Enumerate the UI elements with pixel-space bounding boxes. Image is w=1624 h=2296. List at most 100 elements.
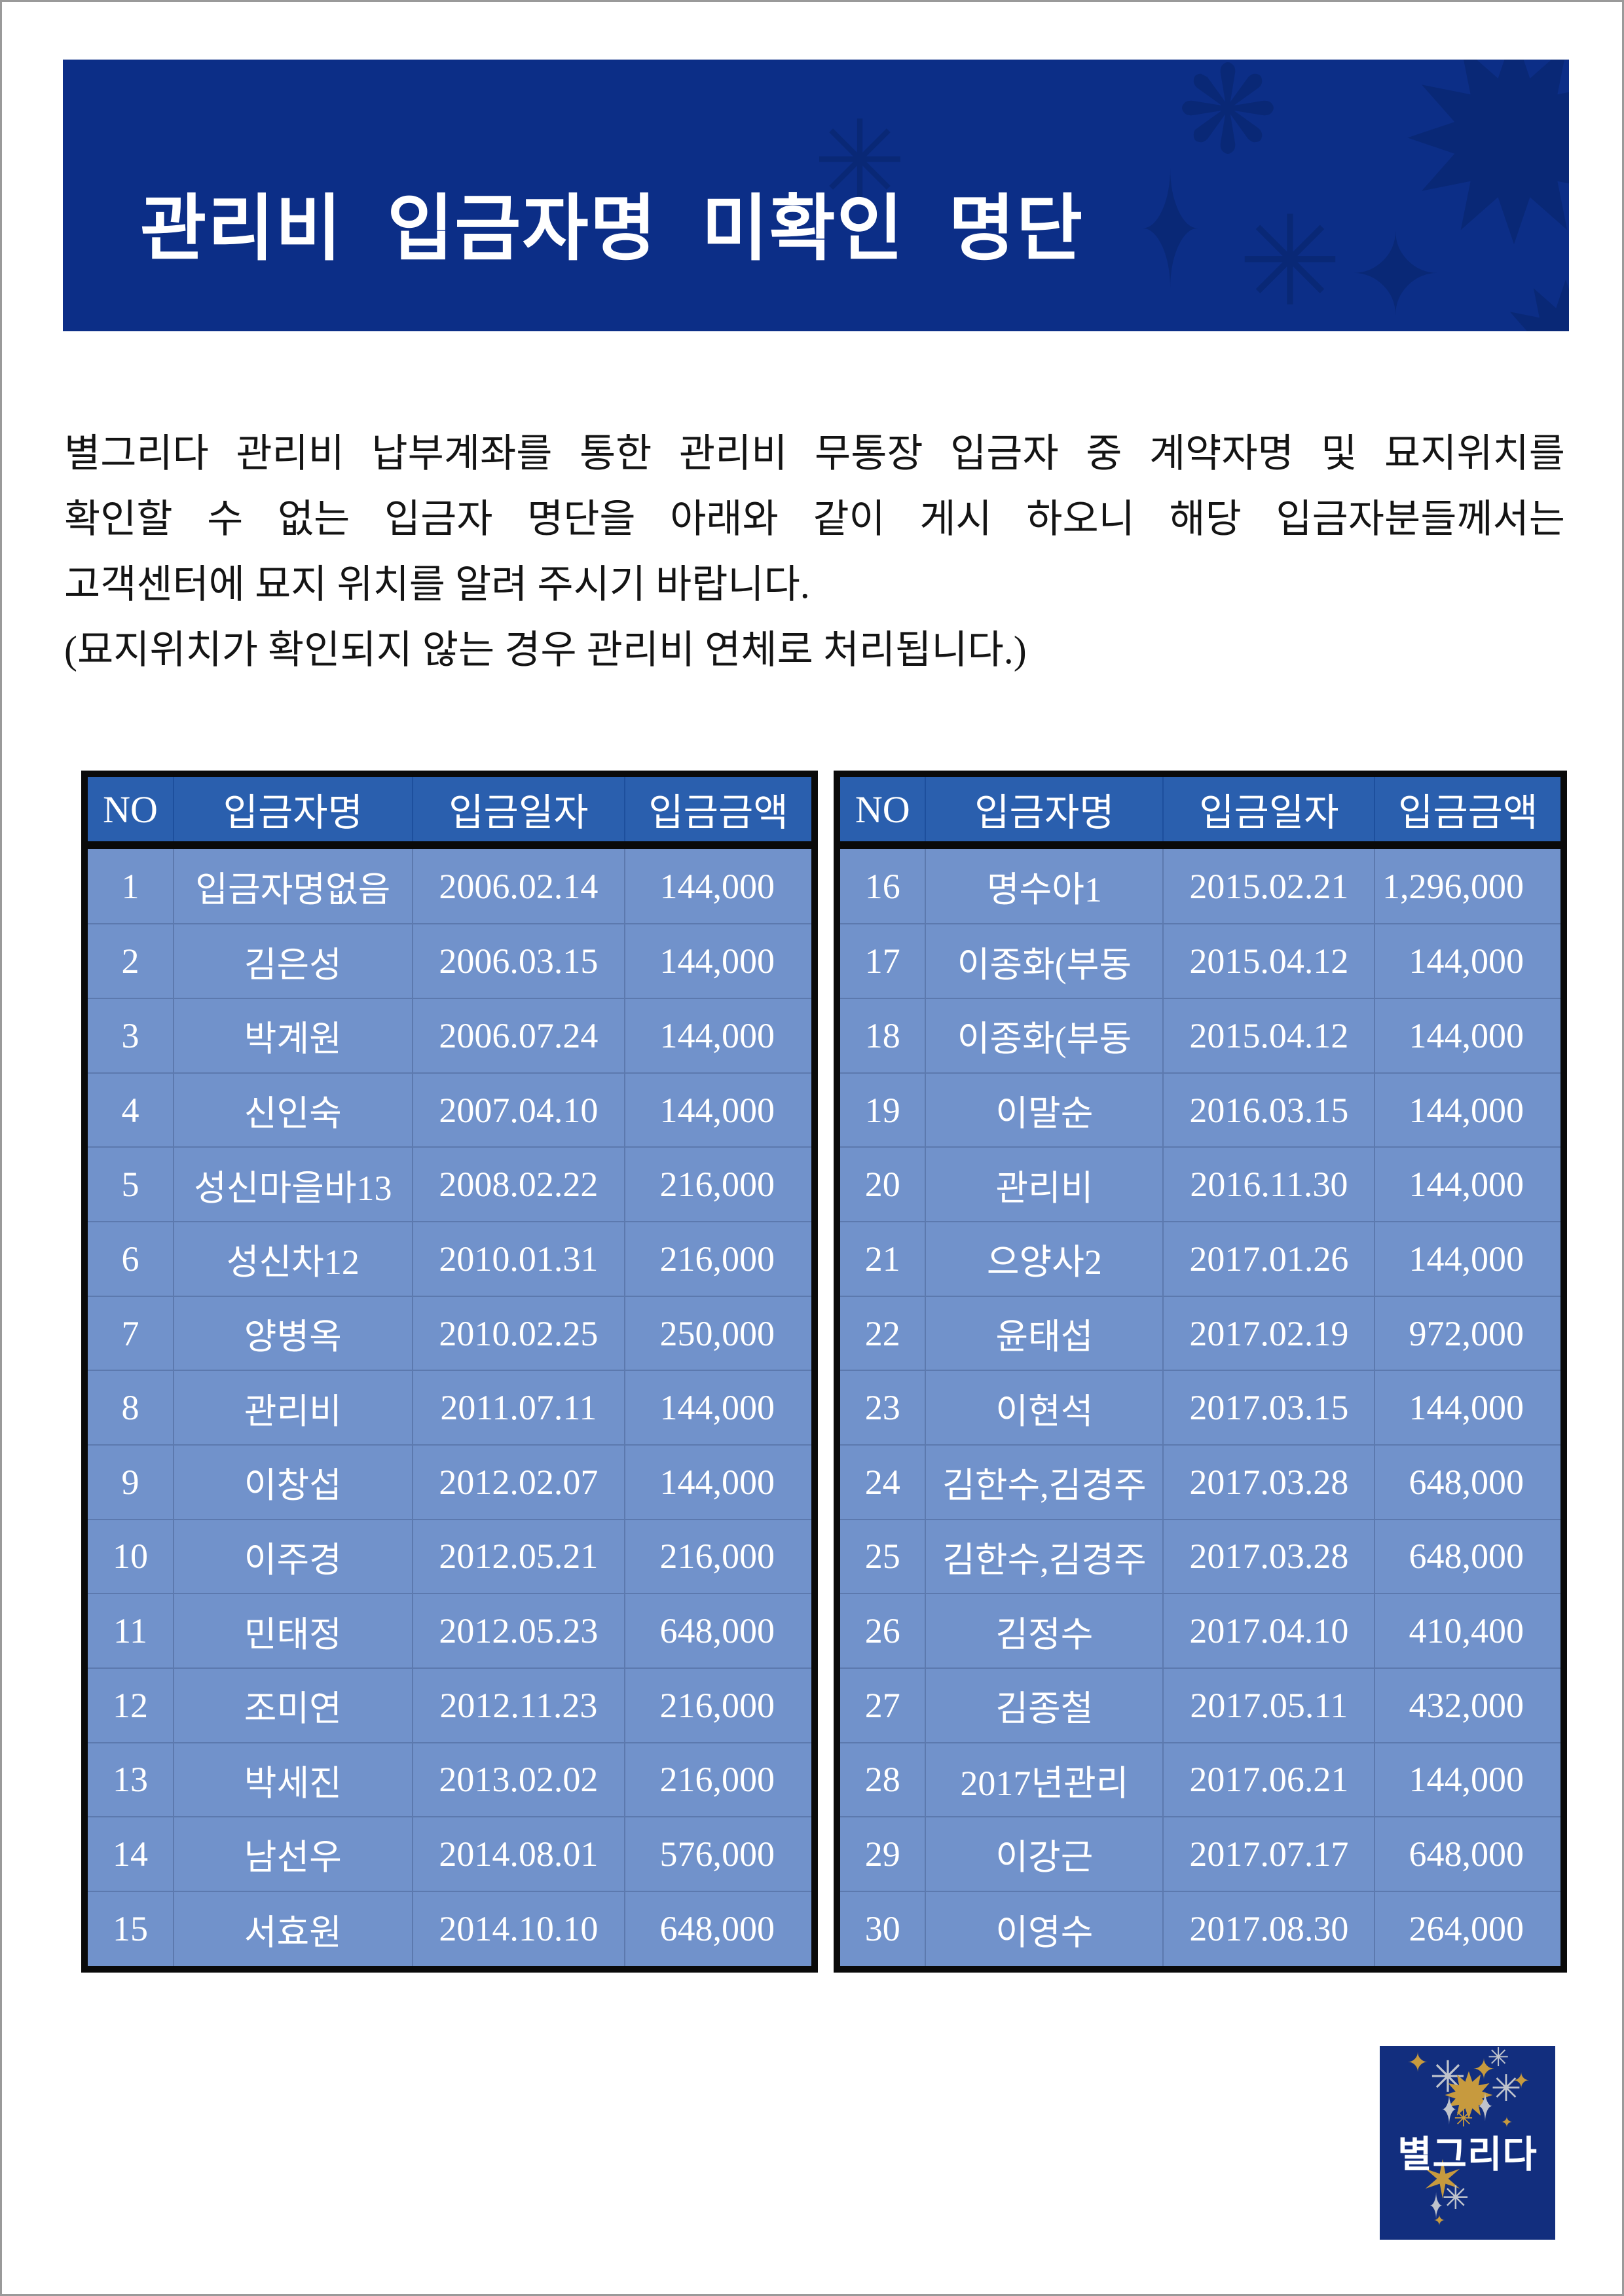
table-row: 14 남선우 2014.08.01 576,000 [83,1816,815,1892]
cell-deposit-amount: 648,000 [624,1890,815,1971]
column-header-no: NO [836,774,927,849]
cell-depositor-name: 박세진 [173,1741,413,1818]
cell-depositor-name: 으양사2 [925,1221,1164,1297]
cell-no: 15 [83,1890,175,1971]
cell-no: 21 [836,1221,927,1297]
burst-star-icon: ✹ [1442,2060,1496,2133]
asterisk-star-icon: ✳ [1490,2068,1522,2110]
asterisk-star-icon: ✳ [1430,2052,1466,2102]
table-row: 3 박계원 2006.07.24 144,000 [83,998,815,1074]
cell-deposit-date: 2006.02.14 [411,844,626,925]
cell-deposit-date: 2017.03.28 [1162,1444,1376,1520]
table-row: 17 이종화(부동 2015.04.12 144,000 [836,923,1564,1000]
table-row: 26 김정수 2017.04.10 410,400 [836,1593,1564,1669]
table-row: 2 김은성 2006.03.15 144,000 [83,923,815,1000]
cell-no: 6 [83,1221,175,1297]
cell-deposit-amount: 144,000 [1374,998,1564,1074]
four-point-star-icon: ✦ [1139,139,1201,325]
cell-deposit-date: 2014.08.01 [411,1816,626,1892]
asterisk-star-icon: ✳ [1487,2046,1509,2073]
six-petal-star-icon: ❋ [1177,60,1279,181]
cell-deposit-date: 2012.05.23 [411,1593,626,1669]
table-row: 23 이현석 2017.03.15 144,000 [836,1370,1564,1446]
four-point-star-icon: ✦ [1348,211,1443,331]
cell-deposit-amount: 216,000 [624,1221,815,1297]
deposit-table-right: NO 입금자명 입금일자 입금금액 16 명수아1 2015.02.21 1,2… [834,771,1567,1973]
cell-deposit-date: 2017.07.17 [1162,1816,1376,1892]
table-row: 10 이주경 2012.05.21 216,000 [83,1518,815,1595]
cell-depositor-name: 이영수 [925,1890,1164,1971]
cell-deposit-date: 2012.05.21 [411,1518,626,1595]
cell-depositor-name: 이주경 [173,1518,413,1595]
cell-deposit-amount: 144,000 [624,1444,815,1520]
table-body: 16 명수아1 2015.02.21 1,296,000 17 이종화(부동 2… [836,844,1564,1971]
cell-deposit-date: 2015.02.21 [1162,844,1376,925]
notice-line: 확인할 수 없는 입금자 명단을 아래와 같이 게시 하오니 해당 입금자분들께… [64,498,1565,541]
table-body: 1 입금자명없음 2006.02.14 144,000 2 김은성 2006.0… [83,844,815,1971]
cell-depositor-name: 김한수,김경주 [925,1518,1164,1595]
cell-no: 10 [83,1518,175,1595]
four-point-star-icon: ✦ [1477,2083,1493,2131]
logo: ✦ ✳ ✦ ✳ ✹ ✳ ✦ ✦ ✦ ✳ ✦ ✶ ✳ ✦ ✦ 별그리다 [1380,2046,1555,2240]
column-header-deposit-date: 입금일자 [411,774,626,849]
cell-no: 2 [83,923,175,1000]
table-row: 11 민태정 2012.05.23 648,000 [83,1593,815,1669]
cell-deposit-date: 2015.04.12 [1162,998,1376,1074]
table-header-row: NO 입금자명 입금일자 입금금액 [836,774,1564,849]
cell-deposit-date: 2017.03.28 [1162,1518,1376,1595]
cell-deposit-date: 2014.10.10 [411,1890,626,1971]
cell-depositor-name: 이종화(부동 [925,923,1164,1000]
cell-deposit-amount: 144,000 [1374,1741,1564,1818]
cell-deposit-amount: 432,000 [1374,1667,1564,1743]
cell-no: 3 [83,998,175,1074]
deposit-table-left: NO 입금자명 입금일자 입금금액 1 입금자명없음 2006.02.14 14… [81,771,818,1973]
cell-no: 8 [83,1370,175,1446]
cell-no: 22 [836,1295,927,1372]
table-row: 1 입금자명없음 2006.02.14 144,000 [83,844,815,925]
cell-depositor-name: 김정수 [925,1593,1164,1669]
cell-deposit-amount: 144,000 [1374,1146,1564,1223]
cell-no: 28 [836,1741,927,1818]
cell-depositor-name: 성신차12 [173,1221,413,1297]
cell-deposit-amount: 648,000 [624,1593,815,1669]
cell-deposit-amount: 144,000 [624,998,815,1074]
cell-deposit-date: 2017.06.21 [1162,1741,1376,1818]
table-row: 13 박세진 2013.02.02 216,000 [83,1741,815,1818]
cell-deposit-amount: 216,000 [624,1518,815,1595]
cell-deposit-date: 2016.11.30 [1162,1146,1376,1223]
cell-depositor-name: 박계원 [173,998,413,1074]
cell-deposit-amount: 144,000 [624,923,815,1000]
cell-no: 5 [83,1146,175,1223]
cell-depositor-name: 조미연 [173,1667,413,1743]
cell-no: 16 [836,844,927,925]
notice-text: 별그리다 관리비 납부계좌를 통한 관리비 무통장 입금자 중 계약자명 및 묘… [64,421,1565,683]
cell-deposit-amount: 1,296,000 [1374,844,1564,925]
cell-depositor-name: 남선우 [173,1816,413,1892]
cell-no: 24 [836,1444,927,1520]
four-point-star-icon: ✦ [1512,2068,1530,2093]
column-header-deposit-amount: 입금금액 [624,774,815,849]
cell-deposit-amount: 648,000 [1374,1816,1564,1892]
cell-no: 11 [83,1593,175,1669]
cell-deposit-amount: 264,000 [1374,1890,1564,1971]
table-row: 27 김종철 2017.05.11 432,000 [836,1667,1564,1743]
cell-deposit-amount: 410,400 [1374,1593,1564,1669]
cell-no: 1 [83,844,175,925]
table-row: 24 김한수,김경주 2017.03.28 648,000 [836,1444,1564,1520]
cell-no: 13 [83,1741,175,1818]
cell-deposit-amount: 648,000 [1374,1444,1564,1520]
cell-no: 17 [836,923,927,1000]
cell-deposit-date: 2013.02.02 [411,1741,626,1818]
notice-line: (묘지위치가 확인되지 않는 경우 관리비 연체로 처리됩니다.) [64,629,1027,672]
cell-deposit-date: 2007.04.10 [411,1072,626,1148]
cell-depositor-name: 윤태섭 [925,1295,1164,1372]
cell-deposit-date: 2012.11.23 [411,1667,626,1743]
cell-no: 30 [836,1890,927,1971]
cell-depositor-name: 성신마을바13 [173,1146,413,1223]
cell-deposit-date: 2017.01.26 [1162,1221,1376,1297]
table-row: 5 성신마을바13 2008.02.22 216,000 [83,1146,815,1223]
cell-no: 27 [836,1667,927,1743]
cell-deposit-amount: 144,000 [1374,1221,1564,1297]
cell-depositor-name: 명수아1 [925,844,1164,925]
